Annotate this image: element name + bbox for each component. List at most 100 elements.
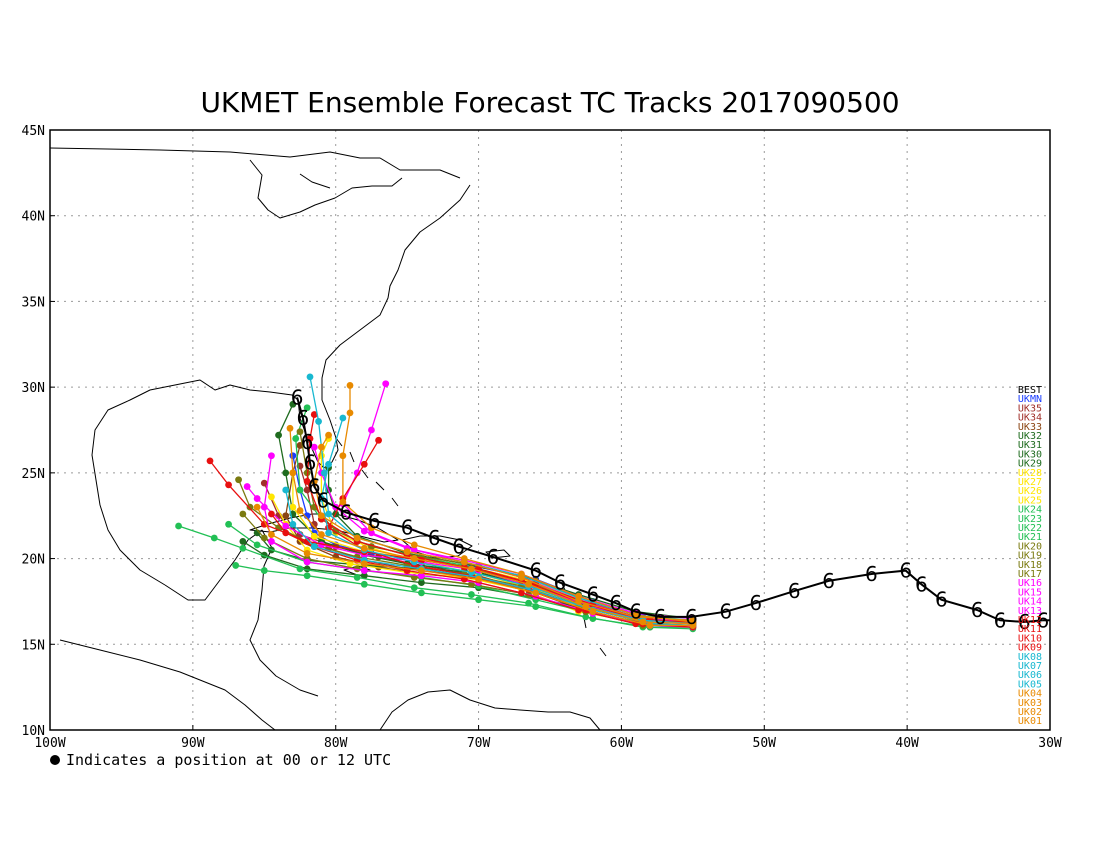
- track-position-dot: [339, 414, 347, 422]
- track-position-dot: [210, 534, 218, 542]
- track-position-dot: [418, 567, 425, 574]
- ensemble-track: [313, 446, 693, 620]
- legend-entry: UK17: [1018, 569, 1042, 580]
- legend-entry: UK08: [1018, 652, 1042, 663]
- hurricane-symbol-icon: 6: [339, 500, 352, 524]
- hurricane-symbol-icon: 6: [822, 569, 835, 593]
- legend-entry: UK26: [1018, 486, 1042, 497]
- hurricane-symbol-icon: 6: [788, 579, 801, 603]
- hurricane-symbol-icon: 6: [452, 535, 465, 559]
- ensemble-track: [289, 428, 693, 625]
- track-position-dot: [525, 599, 532, 607]
- track-position-dot: [232, 562, 240, 569]
- track-position-dot: [253, 541, 261, 549]
- track-position-dot: [289, 469, 297, 477]
- track-position-dot: [289, 452, 297, 460]
- hurricane-symbol-icon: 6: [308, 475, 321, 499]
- track-position-dot: [325, 510, 332, 518]
- track-position-dot: [575, 606, 582, 614]
- legend-entry: UK24: [1018, 505, 1042, 516]
- track-position-dot: [360, 580, 368, 588]
- track-position-dot: [475, 575, 482, 583]
- track-position-dot: [260, 534, 268, 542]
- track-position-dot: [582, 613, 590, 621]
- track-position-dot: [518, 589, 525, 597]
- track-position-dot: [260, 520, 268, 528]
- legend-entry: UK35: [1018, 403, 1042, 414]
- hurricane-symbol-icon: 6: [685, 605, 698, 629]
- hurricane-symbol-icon: 6: [428, 526, 441, 550]
- lon-tick-label: 40W: [895, 736, 919, 751]
- lon-tick-label: 30W: [1038, 736, 1062, 751]
- track-position-dot: [282, 512, 290, 520]
- track-position-dot: [296, 507, 304, 514]
- legend-entry: UK20: [1018, 541, 1042, 552]
- track-position-dot: [175, 522, 182, 530]
- lat-tick-label: 10N: [22, 724, 45, 739]
- legend-entry: UK05: [1018, 679, 1042, 690]
- lon-tick-label: 100W: [34, 736, 65, 751]
- hurricane-symbol-icon: 6: [915, 572, 928, 596]
- lon-tick-label: 80W: [324, 736, 348, 751]
- legend: BESTUKMNUK35UK34UK33UK32UK31UK30UK29UK28…: [1018, 385, 1042, 727]
- track-position-dot: [303, 558, 311, 566]
- track-position-dot: [468, 591, 475, 598]
- legend-entry: BEST: [1018, 385, 1042, 396]
- legend-entry: UK31: [1018, 440, 1042, 451]
- track-position-dot: [346, 382, 354, 389]
- track-position-dot: [410, 541, 418, 549]
- lon-tick-label: 60W: [610, 736, 634, 751]
- track-position-dot: [260, 479, 268, 487]
- track-position-dot: [303, 404, 311, 412]
- legend-entry: UK03: [1018, 698, 1042, 709]
- track-position-dot: [346, 409, 354, 417]
- hurricane-symbol-icon: 6: [291, 385, 304, 409]
- track-position-dot: [239, 510, 247, 518]
- hurricane-symbol-icon: 6: [368, 509, 381, 533]
- track-position-dot: [253, 503, 261, 511]
- lat-tick-label: 25N: [22, 467, 45, 482]
- legend-entry: UK01: [1018, 716, 1042, 727]
- track-position-dot: [689, 622, 697, 629]
- hurricane-symbol-icon: 6: [971, 598, 984, 622]
- track-position-dot: [315, 418, 322, 425]
- track-position-dot: [268, 538, 275, 545]
- ensemble-track: [306, 414, 693, 625]
- legend-entry: UK07: [1018, 661, 1042, 672]
- hurricane-symbol-icon: 6: [486, 545, 499, 569]
- track-position-dot: [310, 411, 318, 418]
- hurricane-symbol-icon: 6: [899, 559, 912, 583]
- track-position-dot: [310, 520, 318, 528]
- legend-entry: UK18: [1018, 560, 1042, 571]
- central-america-pacific: [59, 639, 276, 731]
- track-position-dot: [518, 574, 525, 581]
- track-position-dot: [325, 431, 332, 439]
- legend-entry: UK11: [1018, 624, 1042, 635]
- legend-entry: UK12: [1018, 615, 1042, 626]
- hurricane-symbol-icon: 6: [629, 600, 642, 624]
- hurricane-symbol-icon: 6: [749, 591, 762, 615]
- lat-tick-label: 20N: [22, 553, 45, 568]
- legend-entry: UK25: [1018, 495, 1042, 506]
- track-position-dot: [306, 373, 314, 381]
- ensemble-tracks: [175, 373, 697, 633]
- track-position-dot: [260, 503, 268, 511]
- track-position-dot: [353, 574, 361, 581]
- lat-tick-label: 40N: [22, 210, 45, 225]
- legend-entry: UK30: [1018, 449, 1042, 460]
- track-position-dot: [360, 527, 368, 535]
- track-position-dot: [310, 532, 318, 540]
- hurricane-symbol-icon: 6: [1018, 610, 1031, 634]
- track-position-dot: [206, 457, 214, 465]
- us-canada-border: [49, 147, 461, 179]
- legend-entry: UK15: [1018, 587, 1042, 598]
- track-position-dot: [368, 524, 375, 532]
- track-position-dot: [325, 460, 332, 468]
- hurricane-symbol-icon: 6: [654, 605, 667, 629]
- legend-entry: UK02: [1018, 707, 1042, 718]
- track-position-dot: [292, 435, 300, 442]
- track-position-dot: [689, 616, 697, 624]
- track-position-dot: [246, 503, 254, 511]
- track-position-dot: [368, 426, 375, 434]
- hurricane-symbol-icon: 6: [316, 488, 329, 512]
